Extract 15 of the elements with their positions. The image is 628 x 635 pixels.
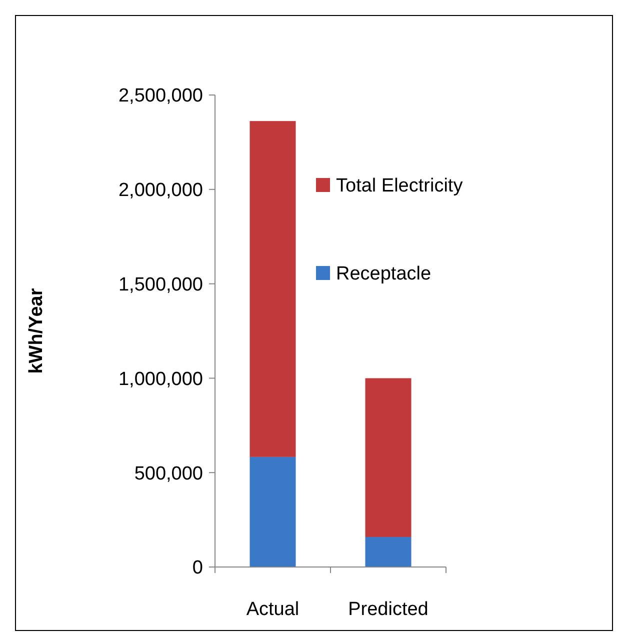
bar — [365, 536, 412, 567]
bar — [365, 378, 412, 537]
y-tick-label: 0 — [192, 558, 203, 579]
y-tick-label: 2,500,000 — [118, 86, 203, 107]
y-tick-label: 2,000,000 — [118, 180, 203, 202]
legend-label: Total Electricity — [336, 176, 464, 197]
y-tick-label: 1,500,000 — [118, 274, 203, 296]
bar — [250, 121, 296, 457]
x-tick-label: Predicted — [348, 599, 428, 620]
x-tick-label: Actual — [246, 599, 300, 620]
y-tick-label: 1,000,000 — [118, 368, 203, 390]
bar — [250, 456, 296, 567]
legend-label: Receptacle — [336, 264, 432, 285]
y-tick-label: 500,000 — [134, 463, 203, 484]
y-axis-title: kWh/Year — [26, 288, 47, 374]
